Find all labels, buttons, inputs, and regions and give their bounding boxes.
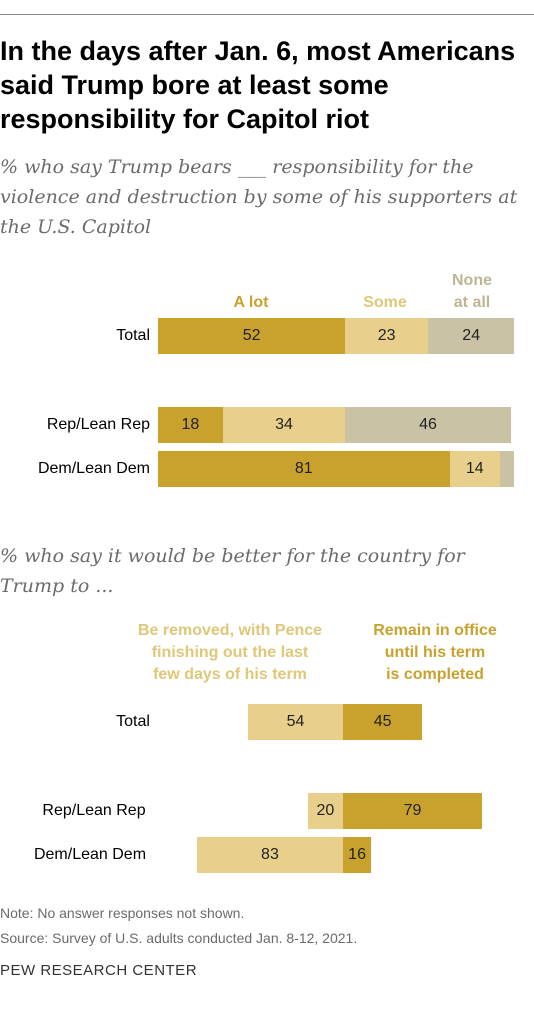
bar-segment-none-at-all: 46 bbox=[345, 407, 511, 443]
legend-remain-line3: is completed bbox=[386, 666, 484, 683]
bar-segment-removed: 20 bbox=[307, 793, 343, 829]
row-label: Total bbox=[116, 327, 150, 344]
source-text: Source: Survey of U.S. adults conducted … bbox=[0, 930, 358, 946]
row-label: Rep/Lean Rep bbox=[42, 802, 146, 819]
bar-segment-none-at-all: 24 bbox=[428, 318, 515, 354]
legend-removed-line1: Be removed, with Pence bbox=[137, 622, 323, 639]
legend-remain-line1: Remain in office bbox=[373, 622, 497, 639]
row-label: Rep/Lean Rep bbox=[46, 416, 150, 433]
bar-segment-a-lot: 52 bbox=[158, 318, 346, 354]
legend-removed-line2: finishing out the last bbox=[151, 644, 309, 661]
bar-segment-some: 14 bbox=[449, 451, 500, 487]
chart1-subtitle: % who say Trump bears ___ responsibility… bbox=[0, 156, 518, 238]
bar-segment-some: 23 bbox=[345, 318, 428, 354]
row-label: Dem/Lean Dem bbox=[37, 460, 150, 477]
bar-segment-none-at-all bbox=[500, 451, 515, 487]
top-rule bbox=[0, 14, 534, 15]
chart2-subtitle: % who say it would be better for the cou… bbox=[0, 545, 465, 597]
brand-footer: PEW RESEARCH CENTER bbox=[0, 962, 198, 979]
row-label: Dem/Lean Dem bbox=[33, 846, 147, 863]
bar-segment-a-lot: 18 bbox=[158, 407, 223, 443]
bar-segment-some: 34 bbox=[222, 407, 346, 443]
row-label: Total bbox=[116, 713, 150, 730]
bar-segment-remain: 16 bbox=[343, 837, 372, 873]
note-text: Note: No answer responses not shown. bbox=[0, 905, 245, 921]
bar-segment-removed: 54 bbox=[247, 704, 343, 740]
legend-remain-line2: until his term bbox=[384, 644, 486, 661]
legend-none-at-all-line2: at all bbox=[453, 294, 491, 311]
bar-segment-a-lot: 81 bbox=[158, 451, 450, 487]
bar-segment-remain: 79 bbox=[343, 793, 483, 829]
bar-segment-remain: 45 bbox=[343, 704, 423, 740]
legend-none-at-all-line1: None bbox=[452, 272, 492, 289]
legend-some: Some bbox=[363, 294, 407, 311]
legend-a-lot: A lot bbox=[233, 294, 269, 311]
bar-segment-removed: 83 bbox=[196, 837, 343, 873]
legend-removed-line3: few days of his term bbox=[153, 666, 307, 683]
chart-title: In the days after Jan. 6, most Americans… bbox=[0, 36, 516, 134]
